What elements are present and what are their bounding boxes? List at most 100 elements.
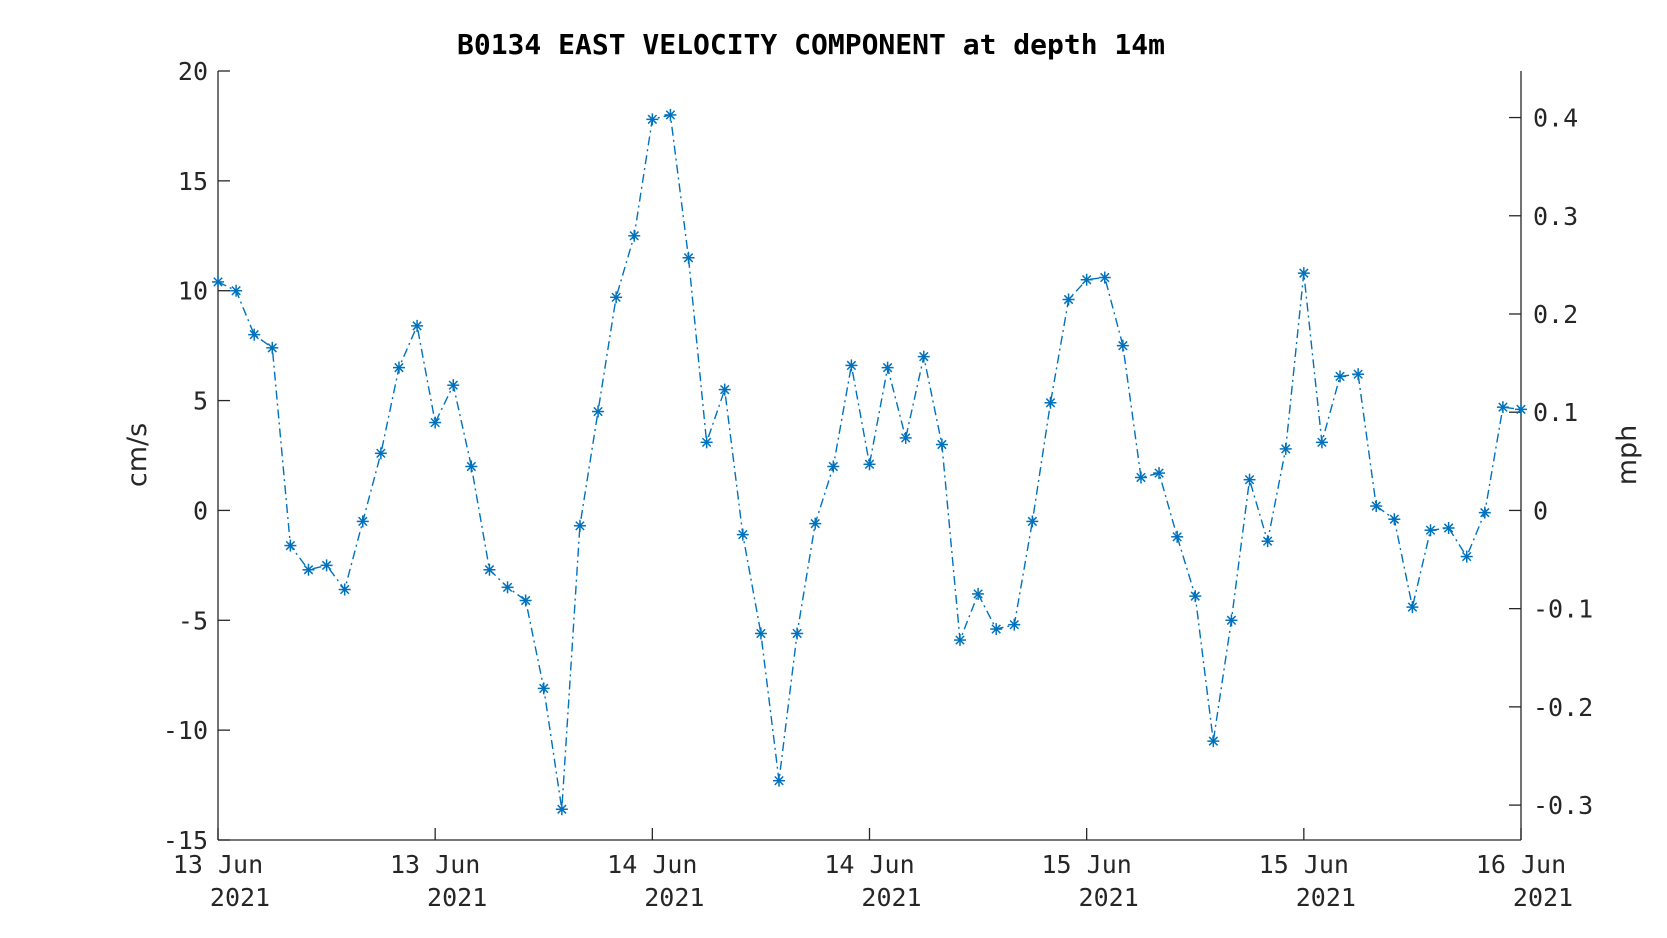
data-point-stroke	[629, 231, 639, 241]
data-point	[1098, 271, 1111, 284]
x-tick-label-year: 2021	[861, 883, 921, 912]
data-point-stroke	[1262, 536, 1273, 546]
data-point	[1171, 530, 1184, 543]
data-point	[1189, 590, 1202, 603]
data-point	[610, 291, 623, 304]
right-tick-label: 0.3	[1533, 202, 1578, 231]
data-point-stroke	[321, 560, 332, 571]
x-tick-label-year: 2021	[644, 883, 704, 912]
data-point-stroke	[1317, 437, 1327, 448]
data-point	[266, 341, 279, 354]
data-point-stroke	[1045, 398, 1056, 408]
data-point-stroke	[1190, 591, 1200, 601]
data-point-stroke	[1136, 472, 1146, 483]
data-point-stroke	[701, 437, 712, 448]
data-point	[465, 460, 478, 473]
series-group	[212, 108, 1527, 816]
data-point	[1515, 403, 1527, 416]
data-point-stroke	[900, 433, 911, 443]
data-point	[392, 361, 405, 374]
data-point	[1442, 522, 1455, 535]
data-point-stroke	[593, 406, 603, 417]
data-point	[1243, 473, 1256, 486]
data-point	[1261, 535, 1274, 548]
left-tick-label: -10	[163, 716, 208, 745]
data-point-stroke	[774, 775, 784, 786]
data-point	[338, 583, 351, 596]
data-point-stroke	[647, 114, 658, 125]
data-point	[664, 108, 677, 121]
data-point-stroke	[1208, 736, 1219, 746]
data-point	[773, 774, 786, 787]
data-point	[537, 682, 550, 695]
data-point	[555, 803, 568, 816]
data-point	[1352, 368, 1365, 381]
data-point-stroke	[358, 516, 368, 527]
data-point-stroke	[1081, 274, 1092, 285]
data-point-stroke	[412, 321, 422, 331]
data-point	[1388, 513, 1401, 526]
data-point	[863, 458, 876, 471]
data-point-stroke	[520, 595, 531, 606]
data-point-stroke	[1335, 371, 1345, 382]
data-point-stroke	[249, 329, 259, 340]
right-tick-label: 0.1	[1533, 398, 1578, 427]
data-point	[1460, 550, 1473, 563]
data-point	[1062, 293, 1075, 306]
data-point-stroke	[231, 285, 241, 296]
data-point-stroke	[846, 360, 857, 371]
right-tick-label: 0.2	[1533, 300, 1578, 329]
data-point	[1315, 436, 1328, 449]
data-point-stroke	[1389, 514, 1400, 524]
x-tick-label-date: 15 Jun	[1259, 850, 1349, 879]
data-point	[1008, 618, 1021, 631]
x-tick-label-year: 2021	[210, 883, 270, 912]
right-tick-label: 0	[1533, 496, 1548, 525]
data-point-stroke	[919, 351, 929, 362]
left-tick-label: 15	[178, 167, 208, 196]
data-point-stroke	[267, 343, 278, 353]
y-axis-label-right: mph	[1612, 425, 1643, 486]
data-point	[1225, 614, 1238, 627]
x-tick-label-date: 13 Jun	[390, 850, 480, 879]
data-point	[374, 447, 387, 460]
data-point	[1116, 339, 1129, 352]
data-point-stroke	[1172, 532, 1182, 542]
data-point-stroke	[1100, 272, 1110, 283]
data-point	[827, 460, 840, 473]
data-point	[736, 528, 749, 541]
data-point	[1334, 370, 1347, 383]
data-point	[501, 581, 514, 594]
data-point-stroke	[303, 565, 314, 575]
data-point-stroke	[484, 565, 495, 575]
data-point-stroke	[719, 384, 730, 395]
left-tick-label: 0	[193, 496, 208, 525]
left-tick-label: 10	[178, 277, 208, 306]
data-point	[754, 627, 767, 640]
data-point-stroke	[611, 292, 621, 303]
data-point-stroke	[502, 582, 513, 593]
right-tick-label: -0.2	[1533, 693, 1593, 722]
data-point-stroke	[665, 110, 676, 120]
data-point-stroke	[1244, 474, 1255, 485]
x-tick-label-date: 15 Jun	[1042, 850, 1132, 879]
data-point-stroke	[285, 540, 296, 551]
chart-title: B0134 EAST VELOCITY COMPONENT at depth 1…	[457, 28, 1165, 61]
data-point	[592, 405, 605, 418]
data-point	[1496, 401, 1509, 414]
data-point	[1424, 524, 1437, 537]
data-point-stroke	[1443, 523, 1454, 533]
data-point	[718, 383, 731, 396]
x-tick-label-year: 2021	[427, 883, 487, 912]
data-point-stroke	[937, 439, 947, 450]
data-point-stroke	[1407, 602, 1418, 612]
data-point	[573, 519, 586, 532]
data-point	[1207, 735, 1220, 748]
data-point	[791, 627, 804, 640]
data-point	[1406, 601, 1419, 614]
data-point	[628, 229, 641, 242]
data-point	[320, 559, 333, 572]
axes	[217, 71, 1522, 841]
data-point-stroke	[1371, 501, 1381, 511]
